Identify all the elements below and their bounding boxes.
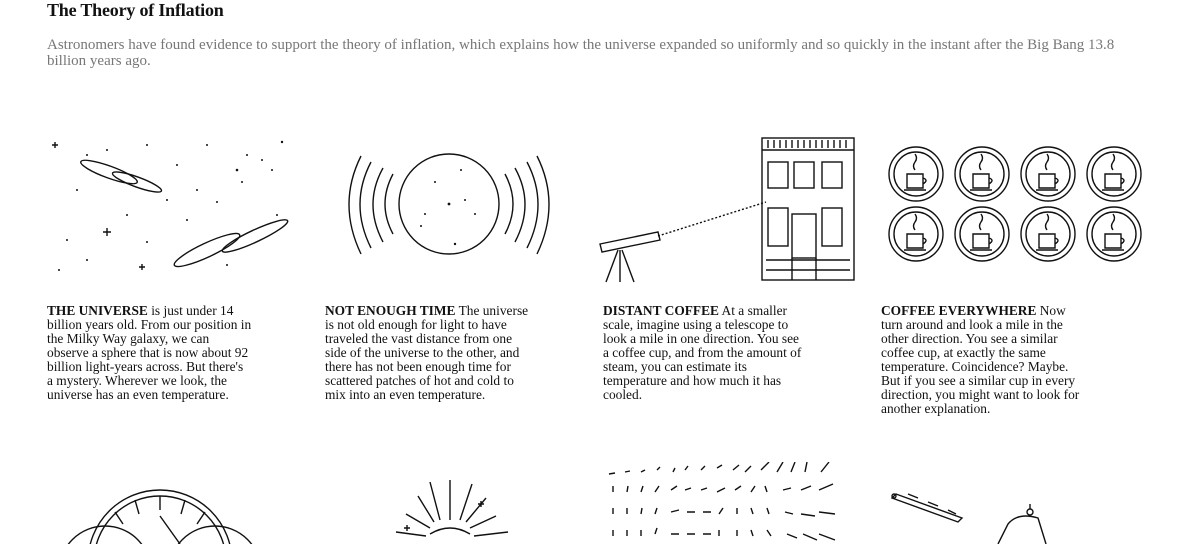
caption-universe: THE UNIVERSE is just under 14 billion ye… <box>47 304 252 402</box>
satellite-illustration <box>888 462 1058 544</box>
coffee-cups-illustration <box>880 130 1142 290</box>
caption-heading: NOT ENOUGH TIME <box>325 303 456 318</box>
caption-body: At a smaller scale, imagine using a tele… <box>603 303 802 402</box>
caption-body: is just under 14 billion years old. From… <box>47 303 252 402</box>
burst-illustration <box>390 462 520 544</box>
sphere-waves-illustration <box>325 130 585 290</box>
caption-heading: THE UNIVERSE <box>47 303 148 318</box>
caption-heading: DISTANT COFFEE <box>603 303 719 318</box>
gauges-illustration <box>55 462 265 544</box>
caption-body: The universe is not old enough for light… <box>325 303 529 402</box>
caption-body: Now turn around and look a mile in the o… <box>881 303 1080 416</box>
telescope-building-illustration <box>596 130 856 290</box>
caption-distant-coffee: DISTANT COFFEE At a smaller scale, imagi… <box>603 304 808 402</box>
galaxies-illustration <box>47 130 307 290</box>
dash-field-illustration <box>605 462 845 544</box>
caption-coffee-everywhere: COFFEE EVERYWHERE Now turn around and lo… <box>881 304 1081 416</box>
page-title: The Theory of Inflation <box>47 0 224 20</box>
intro-text: Astronomers have found evidence to suppo… <box>47 37 1115 69</box>
caption-not-enough-time: NOT ENOUGH TIME The universe is not old … <box>325 304 530 402</box>
caption-heading: COFFEE EVERYWHERE <box>881 303 1037 318</box>
